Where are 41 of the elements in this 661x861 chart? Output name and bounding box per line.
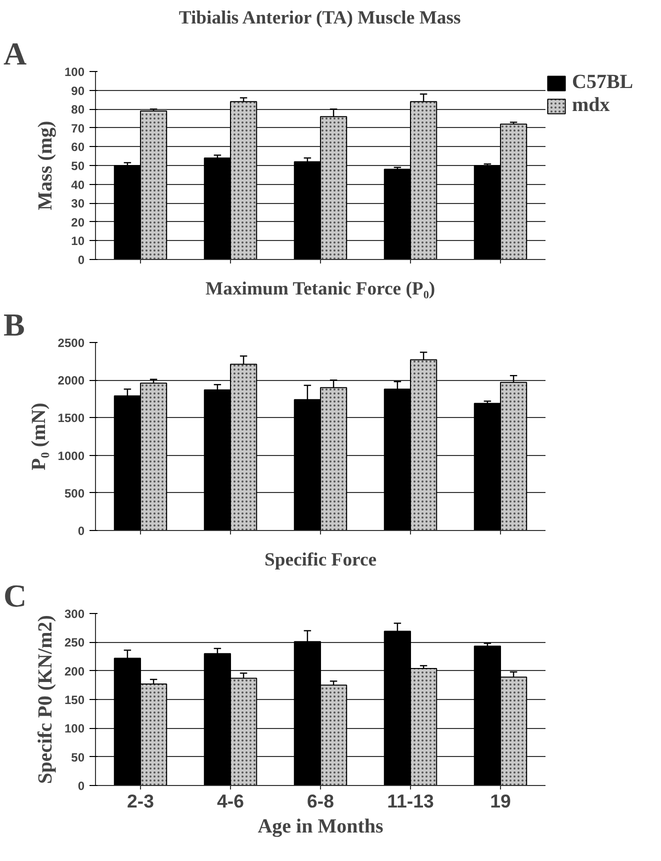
x-tick-label: 19 [490,790,511,812]
y-tick-label: 10 [71,234,85,248]
x-tick-label: 11-13 [387,790,434,812]
y-tick-label: 100 [64,722,85,736]
y-tick-label: 2000 [58,374,85,388]
y-axis-title: Mass (mg) [34,120,56,210]
y-tick-label: 70 [71,121,85,136]
y-axis-title: Specifc P0 (KN/m2) [34,615,56,784]
x-tick-label: 2-3 [127,790,154,812]
x-axis-title: Age in Months [258,816,384,838]
y-tick-label: 2500 [58,336,85,350]
y-tick-label: 80 [71,102,85,117]
y-tick-label: 20 [71,215,85,230]
y-tick-label: 0 [78,524,85,538]
text: C [4,578,27,614]
y-tick-label: 250 [64,636,85,650]
y-tick-label: 30 [71,196,85,211]
y-tick-label: 60 [71,140,85,154]
y-tick-label: 0 [78,779,85,793]
y-tick-label: 90 [71,84,85,98]
y-tick-label: 50 [71,159,85,173]
x-tick-label: 4-6 [217,790,244,812]
y-axis-title: P₀ (mN) [28,402,50,470]
chart-title: Tibialis Anterior (TA) Muscle Mass [178,8,461,28]
x-tick-label: 6-8 [307,790,334,812]
y-tick-label: 1000 [58,448,85,463]
legend-label: C57BL [572,71,634,94]
y-tick-label: 100 [64,65,85,79]
text: B [4,306,25,342]
y-tick-label: 40 [71,178,85,192]
y-tick-label: 300 [64,607,85,621]
text: A [4,36,27,72]
y-tick-label: 150 [64,693,85,707]
chart-title: Specific Force [264,550,377,570]
chart-title: Maximum Tetanic Force (P₀) [206,278,436,300]
y-tick-label: 50 [71,750,85,764]
y-tick-label: 200 [64,664,85,678]
y-tick-label: 1500 [58,411,85,426]
y-tick-label: 0 [78,253,85,267]
legend-label: mdx [572,94,610,117]
y-tick-label: 500 [64,486,85,500]
